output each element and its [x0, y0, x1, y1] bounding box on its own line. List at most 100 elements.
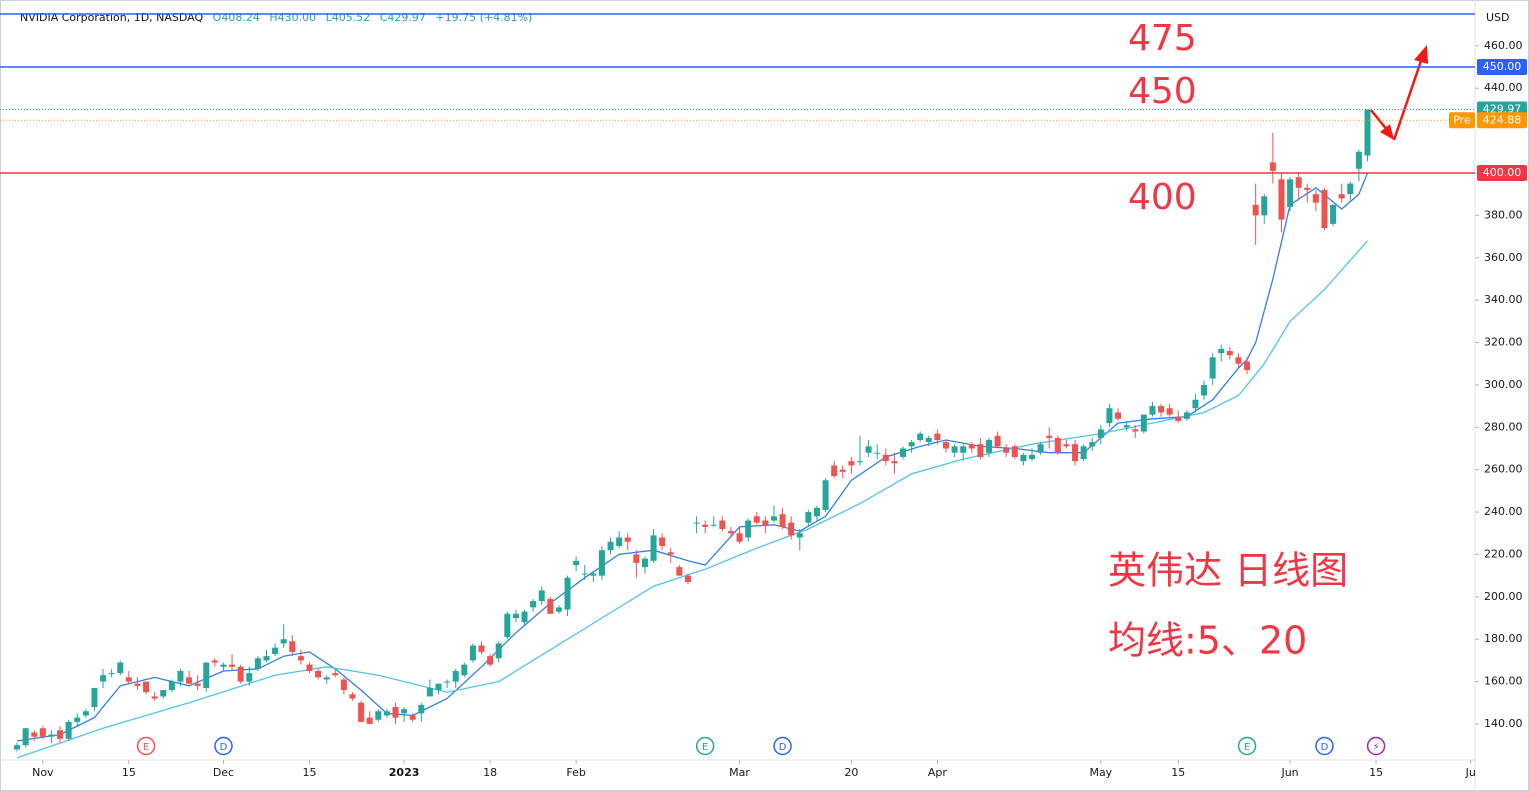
- y-tick-label: 320.00: [1484, 336, 1523, 349]
- candle-body: [444, 681, 451, 683]
- candle-body: [1132, 429, 1139, 432]
- candle-body: [616, 537, 623, 546]
- candle-body: [1218, 348, 1225, 354]
- candle-body: [667, 552, 674, 555]
- candle-body: [22, 728, 29, 746]
- candle-body: [1269, 162, 1276, 171]
- candle-body: [246, 673, 253, 682]
- candle-body: [289, 641, 296, 652]
- x-tick-label: Ju: [1465, 766, 1476, 779]
- candle-body: [865, 446, 872, 453]
- x-tick-label: Jun: [1280, 766, 1298, 779]
- level-label-box: [1477, 164, 1527, 181]
- candle-body: [1175, 416, 1182, 421]
- x-tick-label: May: [1089, 766, 1112, 779]
- candle-body: [770, 516, 777, 521]
- candle-body: [564, 577, 571, 610]
- candle-body: [676, 567, 683, 576]
- note: 均线:5、20: [1108, 619, 1307, 663]
- arrow-up: [1392, 57, 1424, 141]
- candle-body: [538, 590, 545, 602]
- candle-body: [229, 664, 236, 667]
- y-tick-label: 300.00: [1484, 378, 1523, 391]
- candle-body: [934, 433, 941, 441]
- arrows: [1370, 45, 1428, 141]
- candle-body: [375, 711, 382, 720]
- candle-body: [383, 711, 390, 716]
- candle-body: [495, 643, 502, 659]
- candle-body: [641, 558, 648, 568]
- x-tick-label: Mar: [729, 766, 750, 779]
- event-label: D: [220, 742, 228, 753]
- candle-body: [168, 681, 175, 691]
- candle-body: [1089, 442, 1096, 447]
- candle-body: [659, 537, 666, 546]
- ohlc: L405.52: [326, 11, 371, 24]
- candle-body: [358, 702, 365, 722]
- candle-body: [237, 666, 244, 682]
- price-label: 429.97: [1483, 102, 1522, 115]
- candle-body: [1054, 437, 1061, 453]
- event-label: E: [702, 742, 708, 753]
- candle-body: [478, 645, 485, 652]
- candle-body: [968, 444, 975, 449]
- y-tick-label: 440.00: [1484, 81, 1523, 94]
- y-tick-label: 200.00: [1484, 590, 1523, 603]
- candle-body: [848, 461, 855, 466]
- candle-body: [1149, 406, 1156, 415]
- candle-body: [1097, 429, 1104, 438]
- level-annotation: 400: [1128, 177, 1197, 218]
- ohlc: H430.00: [269, 11, 316, 24]
- candle-body: [1226, 351, 1233, 356]
- level-label-box: [1477, 59, 1527, 76]
- candle-body: [624, 537, 631, 542]
- header: NVIDIA Corporation, 1D, NASDAQ O408.24 H…: [20, 11, 532, 24]
- candle-body: [1080, 446, 1087, 460]
- price-label-box: [1477, 112, 1527, 129]
- candle-body: [469, 645, 476, 661]
- y-tick-label: 160.00: [1484, 675, 1523, 688]
- candle-body: [1364, 109, 1371, 156]
- event-icon: [1366, 736, 1386, 756]
- event-icon: [1237, 736, 1257, 756]
- y-tick-label: 240.00: [1484, 505, 1523, 518]
- candle-body: [753, 516, 760, 523]
- candle-body: [1003, 448, 1010, 453]
- candle-body: [547, 598, 554, 614]
- y-tick-label: 280.00: [1484, 420, 1523, 433]
- x-tick-label: Nov: [32, 766, 54, 779]
- x-tick-label: 2023: [389, 766, 420, 779]
- candle-body: [65, 721, 72, 739]
- candle-body: [1046, 435, 1053, 438]
- candle-body: [530, 601, 537, 608]
- candle-body: [1209, 357, 1216, 379]
- candle-body: [151, 696, 158, 699]
- candle-body: [211, 660, 218, 663]
- candle-body: [736, 533, 743, 542]
- candle-body: [1355, 151, 1362, 169]
- candle-body: [1347, 183, 1354, 195]
- candle-body: [100, 675, 107, 682]
- event-label: E: [1244, 742, 1250, 753]
- candle-body: [943, 442, 950, 449]
- candle-body: [306, 664, 313, 671]
- x-tick-label: 15: [1171, 766, 1185, 779]
- candle-body: [82, 711, 89, 716]
- level-label: 400.00: [1483, 166, 1522, 179]
- event-label: ⚡: [1373, 742, 1380, 753]
- candle-body: [512, 613, 519, 619]
- candle-body: [960, 446, 967, 453]
- candle-body: [220, 664, 227, 667]
- moving-average: [16, 172, 1369, 742]
- candle-body: [366, 717, 373, 724]
- event-icon: [695, 736, 715, 756]
- candle-body: [297, 656, 304, 661]
- x-tick-label: 18: [483, 766, 497, 779]
- y-tick-label: 340.00: [1484, 293, 1523, 306]
- candle-body: [710, 524, 717, 526]
- candle-body: [1029, 454, 1036, 460]
- candle-body: [805, 512, 812, 523]
- candle-body: [340, 679, 347, 691]
